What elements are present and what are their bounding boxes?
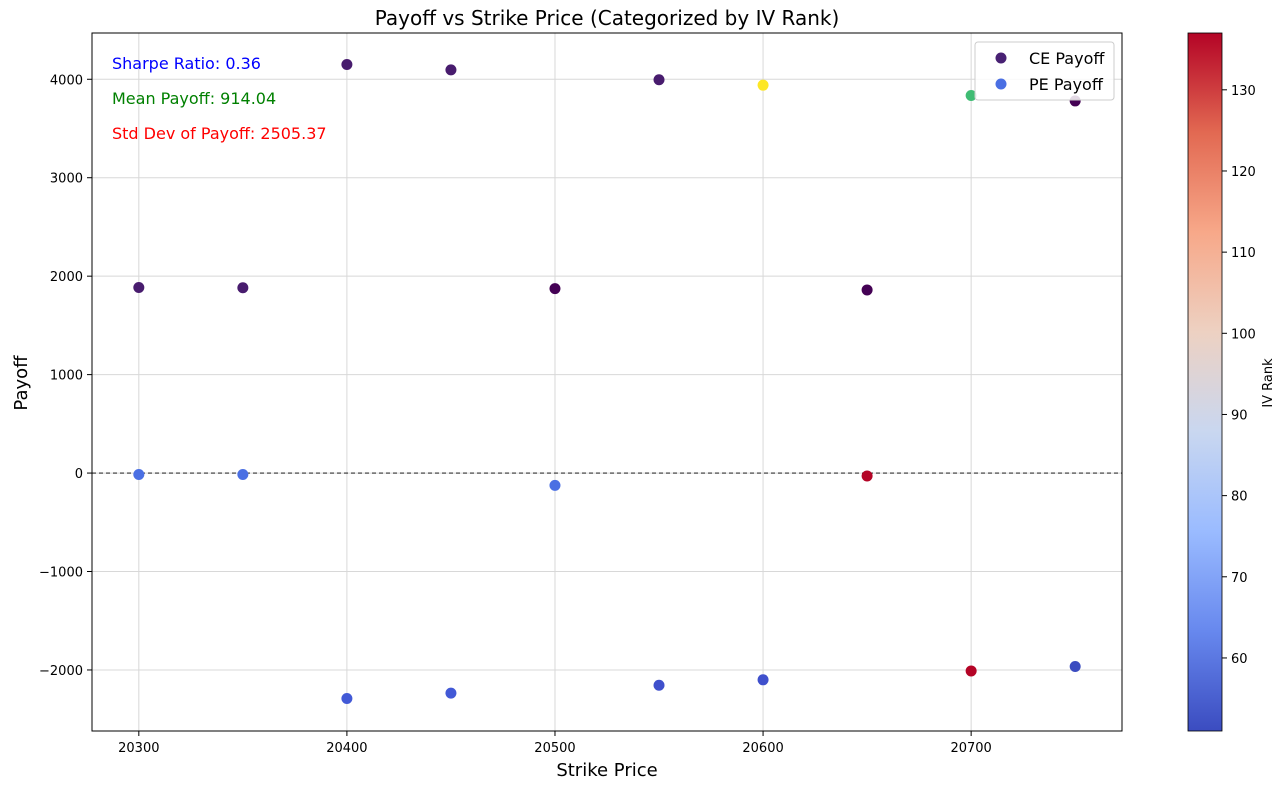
y-tick-label: −1000 [39,566,83,581]
data-points [133,59,1081,705]
stats-annotations: Sharpe Ratio: 0.36 Mean Payoff: 914.04 S… [112,54,327,143]
chart-title: Payoff vs Strike Price (Categorized by I… [375,6,840,30]
ce-payoff-point [445,64,457,76]
colorbar-tick-label: 70 [1231,571,1248,586]
x-tick-label: 20600 [742,741,783,756]
y-tick-label: 3000 [50,172,83,187]
pe-payoff-point [445,687,457,699]
pe-payoff-point [549,479,561,491]
ce-payoff-point [237,282,249,294]
y-tick-label: 2000 [50,270,83,285]
mean-payoff-annotation: Mean Payoff: 914.04 [112,89,276,108]
ce-payoff-point [653,74,665,86]
ce-payoff-point [965,90,977,102]
legend: CE Payoff PE Payoff [974,41,1115,101]
ce-payoff-point [757,79,769,91]
x-axis-ticks: 20300 20400 20500 20600 20700 [118,731,992,756]
y-tick-label: 0 [75,467,83,482]
x-tick-label: 20500 [534,741,575,756]
colorbar-tick-label: 60 [1231,652,1248,667]
std-dev-annotation: Std Dev of Payoff: 2505.37 [112,124,327,143]
pe-payoff-point [653,679,665,691]
colorbar-label: IV Rank [1261,358,1276,408]
colorbar-tick-label: 110 [1231,246,1256,261]
colorbar-tick-label: 130 [1231,84,1256,99]
legend-marker-pe [995,78,1007,90]
colorbar-tick-label: 80 [1231,490,1248,505]
legend-label-ce: CE Payoff [1029,49,1105,68]
colorbar-tick-label: 90 [1231,408,1248,423]
pe-payoff-point [1069,661,1081,673]
y-axis-ticks: −2000 −1000 0 1000 2000 3000 4000 [39,73,92,679]
y-axis-label: Payoff [11,355,32,411]
colorbar-tick-label: 100 [1231,327,1256,342]
y-tick-label: −2000 [39,664,83,679]
pe-payoff-point [757,674,769,686]
x-axis-label: Strike Price [556,760,657,781]
pe-payoff-point [133,469,145,481]
ce-payoff-point [549,283,561,295]
ce-payoff-point [861,284,873,296]
colorbar: 60 70 80 90 100 110 120 130 IV Rank [1187,32,1276,732]
x-tick-label: 20400 [326,741,367,756]
pe-payoff-point [237,469,249,481]
pe-payoff-point [341,693,353,705]
legend-label-pe: PE Payoff [1029,75,1104,94]
ce-payoff-point [133,281,145,293]
colorbar-tick-label: 120 [1231,165,1256,180]
ce-payoff-point [341,59,353,71]
y-tick-label: 4000 [50,73,83,88]
pe-payoff-point [965,665,977,677]
colorbar-gradient [1187,32,1223,732]
sharpe-ratio-annotation: Sharpe Ratio: 0.36 [112,54,261,73]
plot-area [91,32,1123,732]
y-tick-label: 1000 [50,369,83,384]
legend-marker-ce [995,52,1007,64]
colorbar-ticks: 60 70 80 90 100 110 120 130 [1222,84,1256,667]
pe-payoff-point [861,470,873,482]
grid-lines [92,33,1122,731]
legend-box [974,41,1115,101]
x-tick-label: 20700 [950,741,991,756]
x-tick-label: 20300 [118,741,159,756]
